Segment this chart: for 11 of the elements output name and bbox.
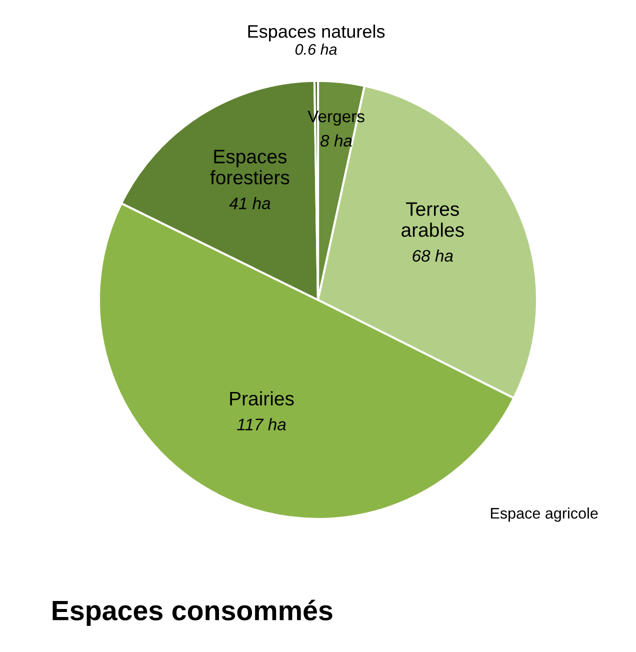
slice-label: Espaces forestiers <box>210 150 290 184</box>
slice-label: Terres arables <box>402 202 464 237</box>
data-label: 117 ha <box>237 418 286 430</box>
data-label: 68 ha <box>412 250 453 262</box>
data-label: 8 ha <box>320 134 352 147</box>
slice-label: Espaces naturels <box>248 24 385 42</box>
text: Espaces consommés <box>52 600 332 626</box>
slice-label: Prairies <box>230 391 294 406</box>
data-label: 0.6 ha <box>295 44 337 55</box>
data-label: 41 ha <box>229 196 270 210</box>
text: Espace agricole <box>490 507 598 522</box>
